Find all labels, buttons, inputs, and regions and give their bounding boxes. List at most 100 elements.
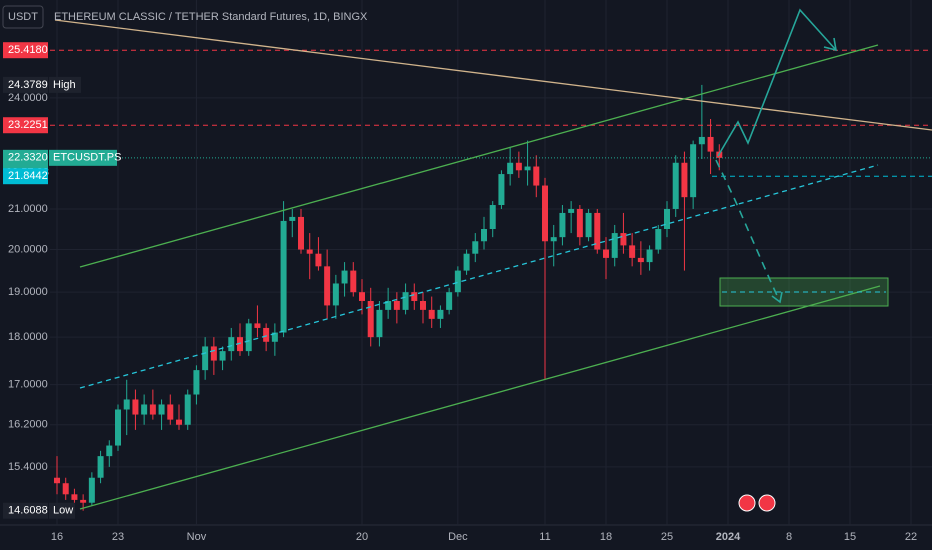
price-tag-box: [49, 76, 81, 93]
candle-body: [341, 270, 348, 284]
candle-body: [498, 174, 505, 206]
candle-body: [271, 332, 278, 342]
candle-body: [219, 351, 226, 361]
candle-body: [481, 229, 487, 242]
currency-button[interactable]: [2, 5, 44, 29]
candle-body: [603, 249, 609, 258]
candle-body: [237, 337, 243, 352]
bear-path: [715, 159, 781, 303]
price-tag: ETCUSDT.PS: [53, 152, 121, 164]
candle-body: [472, 241, 479, 254]
candle-body: [158, 404, 165, 415]
candle-body: [681, 162, 688, 198]
candle-body: [707, 136, 714, 152]
candle-body: [149, 404, 156, 415]
candle-body: [210, 346, 217, 361]
x-tick-label: 20: [356, 531, 368, 543]
y-tick-label: 24.0000: [8, 92, 48, 104]
y-tick-label: 21.0000: [8, 203, 48, 215]
candle-body: [228, 337, 235, 352]
candle-body: [559, 212, 566, 238]
candle-body: [594, 212, 601, 250]
candle-body: [437, 309, 444, 319]
price-label-box: [3, 76, 48, 93]
candle-body: [454, 270, 461, 293]
price-label-box: [3, 117, 48, 134]
candle-body: [80, 499, 87, 503]
candle-body: [576, 208, 583, 238]
y-tick-label: 19.0000: [8, 286, 48, 298]
x-tick-label: 8: [786, 531, 792, 543]
x-tick-label: Dec: [448, 531, 468, 543]
candle-body: [664, 208, 670, 230]
candle-body: [542, 185, 548, 242]
y-tick-label: 16.2000: [8, 419, 48, 431]
candle-body: [629, 245, 636, 258]
candle-body: [655, 229, 662, 250]
chart-title: ETHEREUM CLASSIC / TETHER Standard Futur…: [54, 11, 368, 23]
price-tag-box: [49, 502, 75, 519]
price-label-box: [3, 502, 48, 519]
candle-body: [54, 477, 60, 484]
candle-body: [71, 494, 78, 500]
candle-body: [306, 249, 313, 254]
price-label: 14.6088: [8, 505, 48, 517]
candle-body: [698, 136, 705, 145]
candle-body: [620, 233, 627, 246]
candle-body: [332, 283, 339, 306]
candle-body: [184, 394, 191, 425]
candle-body: [254, 323, 261, 328]
arrow-head: [823, 37, 837, 52]
price-label-box: [3, 168, 48, 185]
candle-body: [420, 300, 426, 310]
candle-body: [550, 237, 557, 242]
candle-body: [524, 166, 531, 171]
arrow-head: [771, 291, 783, 304]
candle-body: [507, 162, 514, 175]
x-tick-label: Nov: [187, 531, 207, 543]
candle-body: [568, 208, 575, 213]
candle-body: [672, 162, 679, 209]
candle-body: [298, 216, 304, 250]
candle-body: [646, 249, 653, 263]
drawings: [54, 8, 932, 512]
candle-body: [123, 399, 130, 410]
candle-body: [690, 144, 697, 198]
candle-body: [611, 233, 618, 258]
candle-body: [115, 409, 121, 446]
candle-body: [411, 292, 418, 301]
x-tick-label: 15: [844, 531, 856, 543]
x-tick-label: 16: [51, 531, 63, 543]
candle-body: [463, 253, 470, 271]
candle-body: [315, 253, 322, 267]
x-tick-label: 18: [600, 531, 612, 543]
candle-body: [263, 327, 270, 342]
currency[interactable]: USDT: [8, 11, 38, 23]
price-label-box: [3, 42, 48, 59]
grid: [50, 0, 932, 525]
event-icon[interactable]: [758, 494, 776, 512]
channel-upper: [79, 44, 879, 268]
x-tick-label: 25: [661, 531, 673, 543]
price-label: 22.3320: [8, 152, 48, 164]
candle-body: [367, 300, 374, 338]
candle-body: [376, 309, 383, 338]
x-tick-label: 22: [905, 531, 917, 543]
candle-body: [402, 292, 409, 310]
candle-body: [585, 212, 592, 238]
candle-body: [88, 477, 95, 503]
candle-body: [202, 346, 209, 371]
price-label: 24.3789: [8, 79, 48, 91]
candle-body: [141, 404, 148, 415]
candle-body: [359, 292, 365, 301]
candle-body: [97, 456, 104, 478]
event-icon[interactable]: [738, 494, 756, 512]
candle-body: [324, 266, 331, 306]
y-tick-label: 17.0000: [8, 379, 48, 391]
candle-body: [106, 445, 113, 457]
price-axis: 24.0000 21.0000 20.0000 19.0000 18.0000 17.00…: [3, 42, 917, 543]
price-label: 25.4180: [8, 44, 48, 56]
trendline: [54, 19, 932, 131]
candle-body: [132, 399, 139, 415]
